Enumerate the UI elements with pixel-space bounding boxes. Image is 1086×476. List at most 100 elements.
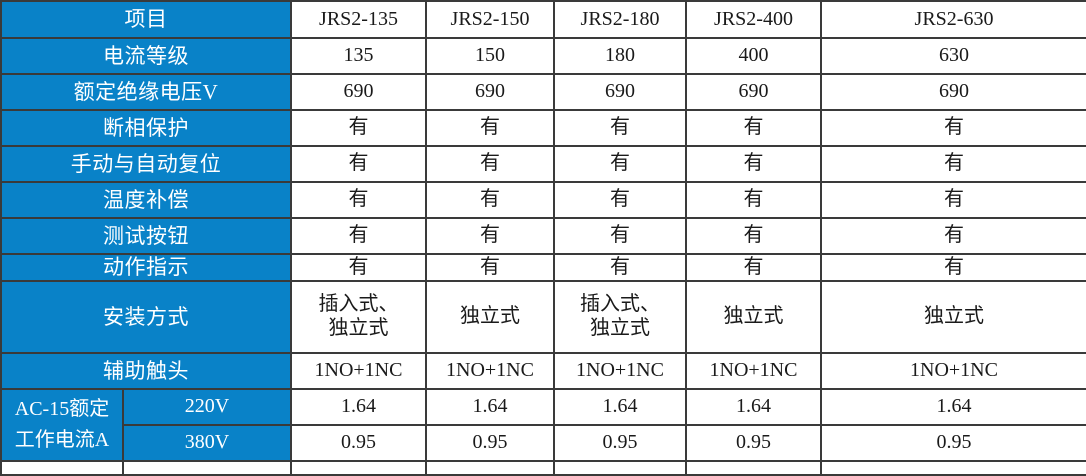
row-value: 有	[425, 145, 555, 183]
row-label: 测试按钮	[0, 217, 292, 255]
table-header-row: 项目 JRS2-135 JRS2-150 JRS2-180 JRS2-400 J…	[0, 0, 1086, 39]
header-cell-model-4: JRS2-400	[685, 0, 822, 39]
row-value: 690	[685, 73, 822, 111]
table-row: 测试按钮 有 有 有 有 有	[0, 217, 1086, 255]
row-value: 180	[553, 37, 687, 75]
row-value: 0.95	[820, 424, 1086, 462]
row-value: 有	[685, 109, 822, 147]
row-label: 温度补偿	[0, 181, 292, 219]
clipped-cell-label-a	[0, 460, 124, 476]
row-value: 有	[553, 253, 687, 282]
row-value: 有	[685, 253, 822, 282]
header-cell-model-1: JRS2-135	[290, 0, 427, 39]
table-row: 电流等级 135 150 180 400 630	[0, 37, 1086, 75]
row-value: 有	[685, 181, 822, 219]
row-value: 有	[553, 145, 687, 183]
row-value: 1NO+1NC	[425, 352, 555, 390]
clipped-cell-value	[820, 460, 1086, 476]
clipped-cell-value	[685, 460, 822, 476]
row-label: 断相保护	[0, 109, 292, 147]
row-value: 有	[290, 217, 427, 255]
row-value: 0.95	[425, 424, 555, 462]
row-value: 有	[820, 145, 1086, 183]
row-value: 135	[290, 37, 427, 75]
row-value-line1: 插入式、	[318, 293, 399, 316]
row-label: 安装方式	[0, 280, 292, 354]
row-label: 额定绝缘电压V	[0, 73, 292, 111]
row-value: 0.95	[290, 424, 427, 462]
row-value: 有	[425, 217, 555, 255]
table-row: 断相保护 有 有 有 有 有	[0, 109, 1086, 147]
subrow-label-220v: 220V	[122, 388, 292, 426]
header-cell-model-5: JRS2-630	[820, 0, 1086, 39]
row-value: 有	[685, 217, 822, 255]
clipped-cell-value	[425, 460, 555, 476]
table-row: 安装方式 插入式、 独立式 独立式 插入式、 独立式 独立式 独立式	[0, 280, 1086, 354]
row-value: 690	[553, 73, 687, 111]
row-label: 动作指示	[0, 253, 292, 282]
clipped-cell-value	[290, 460, 427, 476]
row-value: 插入式、 独立式	[553, 280, 687, 354]
header-cell-model-3: JRS2-180	[553, 0, 687, 39]
row-value: 有	[553, 217, 687, 255]
row-value: 1NO+1NC	[553, 352, 687, 390]
row-value: 690	[425, 73, 555, 111]
row-value: 独立式	[425, 280, 555, 354]
row-value-line2: 独立式	[328, 317, 389, 339]
group-label-ac15: AC-15额定 工作电流A	[0, 388, 124, 462]
group-label-line1: AC-15额定	[14, 398, 110, 420]
row-value: 插入式、 独立式	[290, 280, 427, 354]
row-value: 有	[820, 253, 1086, 282]
row-value: 有	[553, 109, 687, 147]
row-label: 电流等级	[0, 37, 292, 75]
row-value: 有	[290, 109, 427, 147]
row-value: 独立式	[685, 280, 822, 354]
row-value: 150	[425, 37, 555, 75]
table-row: AC-15额定 工作电流A 220V 1.64 1.64 1.64 1.64 1…	[0, 388, 1086, 462]
row-value-line1: 插入式、	[580, 293, 660, 316]
group-label-line2: 工作电流A	[14, 429, 110, 451]
row-value: 有	[685, 145, 822, 183]
row-value: 有	[820, 217, 1086, 255]
row-value: 有	[553, 181, 687, 219]
row-value: 有	[290, 145, 427, 183]
row-value: 有	[820, 109, 1086, 147]
clipped-cell-value	[553, 460, 687, 476]
row-value: 有	[290, 181, 427, 219]
row-value: 0.95	[685, 424, 822, 462]
row-value: 690	[290, 73, 427, 111]
table-row: 380V 0.95 0.95 0.95 0.95 0.95	[1, 424, 1086, 462]
row-value: 1NO+1NC	[685, 352, 822, 390]
row-value: 有	[425, 109, 555, 147]
row-value: 1NO+1NC	[290, 352, 427, 390]
row-value: 有	[425, 181, 555, 219]
row-value: 1.64	[290, 388, 427, 426]
table-row: 辅助触头 1NO+1NC 1NO+1NC 1NO+1NC 1NO+1NC 1NO…	[0, 352, 1086, 390]
row-value: 独立式	[820, 280, 1086, 354]
row-value: 1.64	[553, 388, 687, 426]
table-row: 温度补偿 有 有 有 有 有	[0, 181, 1086, 219]
row-value: 400	[685, 37, 822, 75]
subrow-label-380v: 380V	[122, 424, 292, 462]
row-value: 1.64	[820, 388, 1086, 426]
row-value: 630	[820, 37, 1086, 75]
row-label: 辅助触头	[0, 352, 292, 390]
row-value: 690	[820, 73, 1086, 111]
row-label: 手动与自动复位	[0, 145, 292, 183]
header-cell-model-2: JRS2-150	[425, 0, 555, 39]
table-row: 动作指示 有 有 有 有 有	[0, 253, 1086, 282]
row-value: 1NO+1NC	[820, 352, 1086, 390]
row-value: 有	[290, 253, 427, 282]
table-row: 额定绝缘电压V 690 690 690 690 690	[0, 73, 1086, 111]
row-value: 0.95	[553, 424, 687, 462]
table-row: 手动与自动复位 有 有 有 有 有	[0, 145, 1086, 183]
row-value: 有	[820, 181, 1086, 219]
row-value: 有	[425, 253, 555, 282]
header-cell-item: 项目	[0, 0, 292, 39]
table-row-clipped	[0, 460, 1086, 476]
row-value: 1.64	[685, 388, 822, 426]
clipped-cell-label-b	[122, 460, 292, 476]
row-value: 1.64	[425, 388, 555, 426]
row-value-line2: 独立式	[590, 317, 650, 339]
